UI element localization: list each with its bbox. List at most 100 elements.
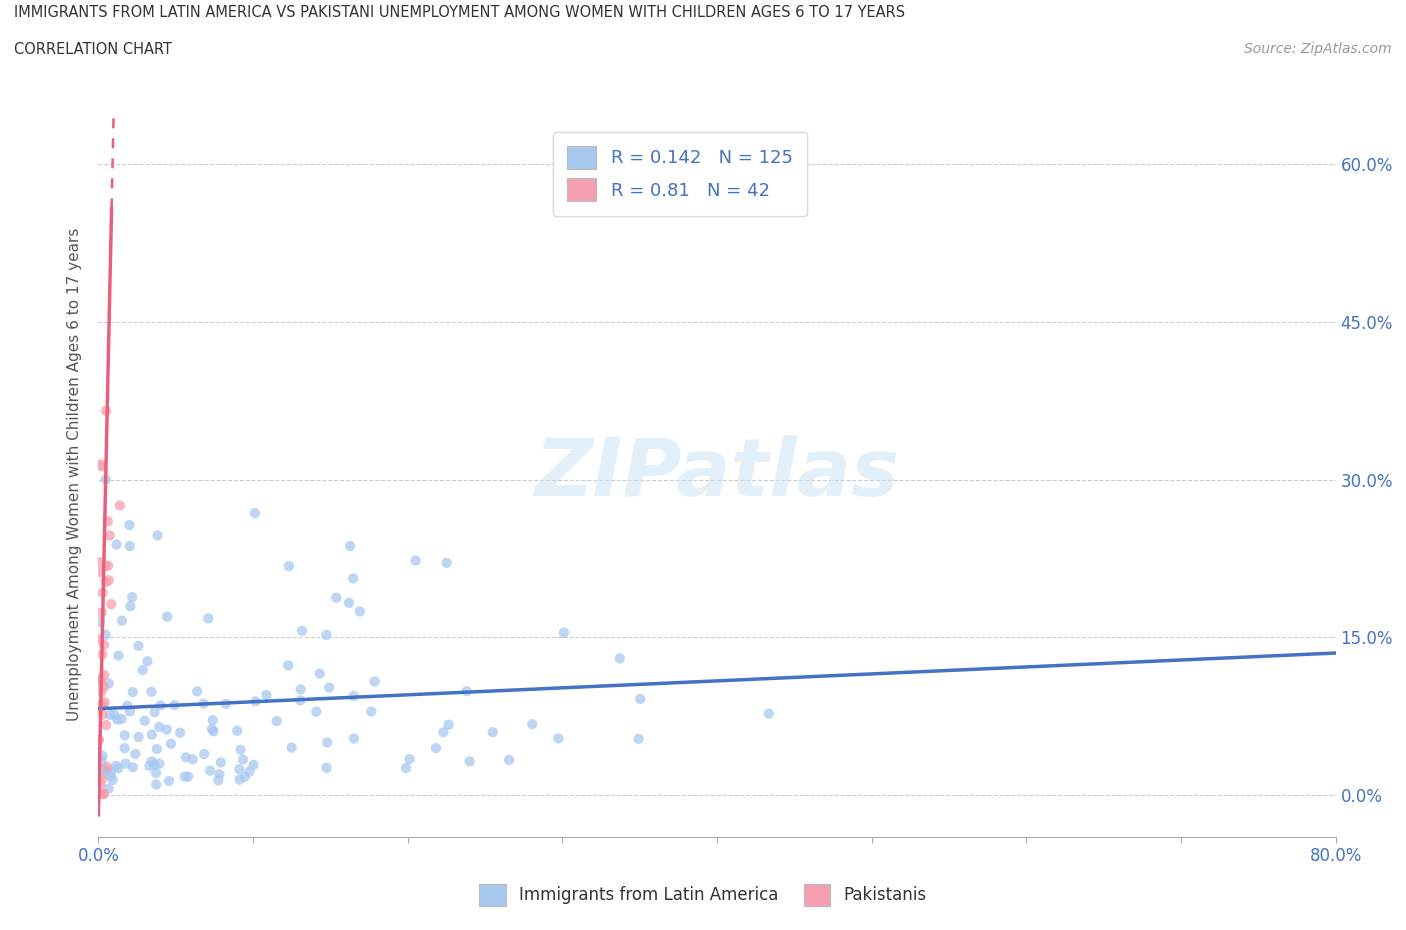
Point xyxy=(169,725,191,740)
Point xyxy=(90,684,112,699)
Point xyxy=(93,679,115,694)
Point xyxy=(90,753,112,768)
Text: IMMIGRANTS FROM LATIN AMERICA VS PAKISTANI UNEMPLOYMENT AMONG WOMEN WITH CHILDRE: IMMIGRANTS FROM LATIN AMERICA VS PAKISTA… xyxy=(14,5,905,20)
Point xyxy=(114,740,136,755)
Point xyxy=(90,673,112,688)
Point xyxy=(337,595,360,610)
Point xyxy=(94,404,117,418)
Point xyxy=(143,705,166,720)
Point xyxy=(290,682,312,697)
Point xyxy=(89,615,111,630)
Point xyxy=(157,774,180,789)
Point xyxy=(436,555,458,570)
Point xyxy=(141,684,163,699)
Point xyxy=(87,732,110,747)
Point xyxy=(105,538,128,552)
Point xyxy=(547,731,569,746)
Point xyxy=(91,707,114,722)
Point xyxy=(93,668,115,683)
Point xyxy=(318,680,340,695)
Point xyxy=(316,735,339,750)
Point xyxy=(254,687,277,702)
Point xyxy=(233,769,256,784)
Point xyxy=(91,585,114,600)
Point xyxy=(90,458,112,472)
Point xyxy=(181,751,204,766)
Point xyxy=(111,711,134,726)
Point xyxy=(229,742,252,757)
Point xyxy=(121,590,143,604)
Point xyxy=(209,755,232,770)
Point xyxy=(245,694,267,709)
Point xyxy=(105,758,128,773)
Point xyxy=(114,728,136,743)
Point xyxy=(201,712,224,727)
Point xyxy=(118,518,141,533)
Point xyxy=(758,706,780,721)
Point xyxy=(93,787,115,802)
Point xyxy=(98,768,121,783)
Point xyxy=(198,764,221,778)
Point xyxy=(437,717,460,732)
Point xyxy=(193,747,215,762)
Point xyxy=(360,704,382,719)
Point xyxy=(87,674,110,689)
Point xyxy=(308,666,330,681)
Point xyxy=(553,625,575,640)
Point xyxy=(97,514,120,529)
Point xyxy=(107,648,129,663)
Point xyxy=(94,472,117,487)
Point xyxy=(90,459,112,474)
Point xyxy=(120,599,142,614)
Point xyxy=(243,506,266,521)
Point xyxy=(242,757,264,772)
Point xyxy=(89,787,111,802)
Point xyxy=(228,762,250,777)
Point xyxy=(98,528,121,543)
Point xyxy=(97,573,120,588)
Point xyxy=(343,731,366,746)
Point xyxy=(305,704,328,719)
Point xyxy=(97,781,120,796)
Point xyxy=(609,651,631,666)
Point xyxy=(90,605,112,620)
Point xyxy=(89,699,111,714)
Point xyxy=(93,695,115,710)
Point xyxy=(343,688,366,703)
Point xyxy=(432,724,454,739)
Point xyxy=(100,708,122,723)
Point xyxy=(87,732,110,747)
Point xyxy=(149,698,172,712)
Point xyxy=(96,760,118,775)
Point xyxy=(325,591,347,605)
Point xyxy=(173,769,195,784)
Point xyxy=(201,722,224,737)
Point xyxy=(91,647,114,662)
Point xyxy=(232,752,254,767)
Point xyxy=(90,787,112,802)
Point xyxy=(277,559,299,574)
Point xyxy=(93,766,115,781)
Point xyxy=(89,565,111,579)
Point xyxy=(290,693,312,708)
Point xyxy=(193,697,215,711)
Point xyxy=(156,722,179,737)
Point xyxy=(398,751,420,766)
Point xyxy=(134,713,156,728)
Point xyxy=(118,704,141,719)
Point xyxy=(91,787,114,802)
Point xyxy=(89,698,111,712)
Point xyxy=(364,674,387,689)
Point xyxy=(141,727,163,742)
Point xyxy=(405,553,427,568)
Text: Source: ZipAtlas.com: Source: ZipAtlas.com xyxy=(1244,42,1392,56)
Point xyxy=(146,528,169,543)
Point xyxy=(118,538,141,553)
Point xyxy=(138,758,160,773)
Point xyxy=(148,720,170,735)
Point xyxy=(208,767,231,782)
Point xyxy=(107,761,129,776)
Point xyxy=(425,740,447,755)
Point xyxy=(91,698,114,712)
Point xyxy=(97,764,120,778)
